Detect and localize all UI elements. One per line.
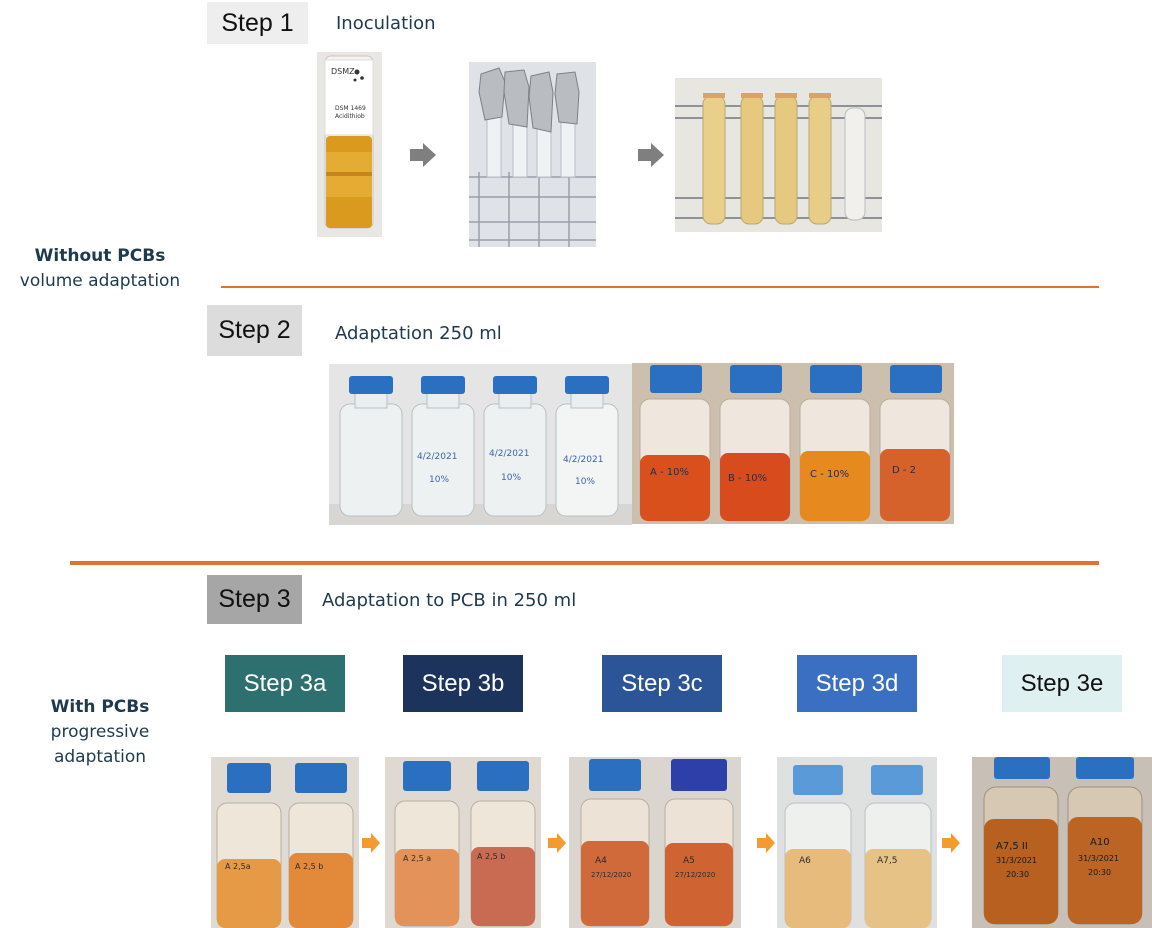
with-pcbs-subtitle-2: adaptation: [53, 747, 147, 767]
bottle-label-b: B - 10%: [728, 473, 767, 484]
bottle-label-c: C - 10%: [810, 469, 849, 480]
bottle-3c-2: A5: [683, 856, 695, 866]
tube-sublabel-2: Acidithiob: [335, 113, 365, 120]
bottle-3c-1: A4: [595, 856, 607, 866]
step-3e-label: Step 3e: [1020, 669, 1104, 697]
photo-step-3c: A4 27/12/2020 A5 27/12/2020: [569, 757, 741, 928]
bottle-3e-date-1: 31/3/2021: [996, 856, 1037, 865]
with-pcbs-title: With PCBs: [50, 697, 150, 717]
step-3d-box: Step 3d: [797, 655, 917, 712]
step-3e-box: Step 3e: [1002, 655, 1122, 712]
arrow-right-icon: [757, 833, 775, 858]
bottle-date-2: 4/2/2021: [489, 449, 529, 459]
divider-thin: [221, 286, 1099, 288]
bottle-pct-3: 10%: [575, 477, 595, 487]
arrow-right-icon: [410, 143, 436, 172]
tube-label: DSMZ: [331, 67, 355, 76]
bottle-3a-1: A 2,5a: [225, 862, 251, 871]
step1-description: Inoculation: [336, 13, 436, 34]
bottle-3e-2: A10: [1090, 837, 1110, 848]
step-3b-box: Step 3b: [403, 655, 523, 712]
bottle-label-d: D - 2: [892, 465, 916, 476]
tube-sublabel-1: DSM 1469: [335, 105, 366, 112]
with-pcbs-subtitle-1: progressive: [50, 722, 150, 742]
step-3c-box: Step 3c: [602, 655, 722, 712]
with-pcbs-heading: With PCBs progressive adaptation: [10, 695, 190, 770]
bottle-pct-1: 10%: [429, 475, 449, 485]
photo-step-3e: A7,5 II 31/3/2021 20:30 A10 31/3/2021 20…: [972, 757, 1152, 928]
arrow-right-icon: [362, 833, 380, 858]
step-3d-label: Step 3d: [815, 669, 899, 697]
bottle-3d-1: A6: [799, 856, 811, 866]
bottle-3d-2: A7,5: [877, 856, 897, 866]
photo-rack-tubes: [675, 78, 882, 232]
photo-step-3a: A 2,5a A 2,5 b: [211, 757, 359, 928]
without-pcbs-title: Without PCBs: [34, 246, 166, 266]
step1-label: Step 1: [207, 2, 308, 44]
step-3a-box: Step 3a: [225, 655, 345, 712]
without-pcbs-heading: Without PCBs volume adaptation: [10, 244, 190, 294]
step2-label: Step 2: [207, 305, 302, 356]
photo-clear-bottles: 4/2/2021 10% 4/2/2021 10% 4/2/2021 10%: [329, 364, 632, 525]
divider-thick: [70, 561, 1099, 565]
photo-inoculation-tube: DSMZ DSM 1469 Acidithiob: [317, 52, 382, 237]
bottle-label-a: A - 10%: [650, 467, 689, 478]
photo-foil-tubes: [469, 62, 596, 247]
arrow-right-icon: [548, 833, 566, 858]
bottle-3b-1: A 2,5 a: [403, 854, 431, 863]
without-pcbs-subtitle: volume adaptation: [19, 271, 181, 291]
bottle-3e-1: A7,5 II: [996, 841, 1028, 852]
step-3c-label: Step 3c: [621, 669, 703, 697]
bottle-3c-date-1: 27/12/2020: [591, 871, 631, 879]
arrow-right-icon: [942, 833, 960, 858]
step-3a-label: Step 3a: [243, 669, 327, 697]
bottle-date-3: 4/2/2021: [563, 455, 603, 465]
step-3b-label: Step 3b: [421, 669, 505, 697]
bottle-3b-2: A 2,5 b: [477, 852, 505, 861]
bottle-3a-2: A 2,5 b: [295, 862, 323, 871]
step3-description: Adaptation to PCB in 250 ml: [322, 590, 577, 611]
step3-label: Step 3: [207, 575, 302, 624]
bottle-date-1: 4/2/2021: [417, 452, 457, 462]
photo-step-3d: A6 A7,5: [777, 757, 937, 928]
arrow-right-icon: [638, 143, 664, 172]
photo-step-3b: A 2,5 a A 2,5 b: [385, 757, 541, 928]
bottle-3e-date-2: 31/3/2021: [1078, 854, 1119, 863]
photo-orange-bottles: A - 10% B - 10% C - 10% D - 2: [632, 363, 954, 524]
step2-description: Adaptation 250 ml: [335, 323, 502, 344]
bottle-pct-2: 10%: [501, 473, 521, 483]
bottle-3e-time-1: 20:30: [1006, 870, 1029, 879]
bottle-3c-date-2: 27/12/2020: [675, 871, 715, 879]
bottle-3e-time-2: 20:30: [1088, 868, 1111, 877]
